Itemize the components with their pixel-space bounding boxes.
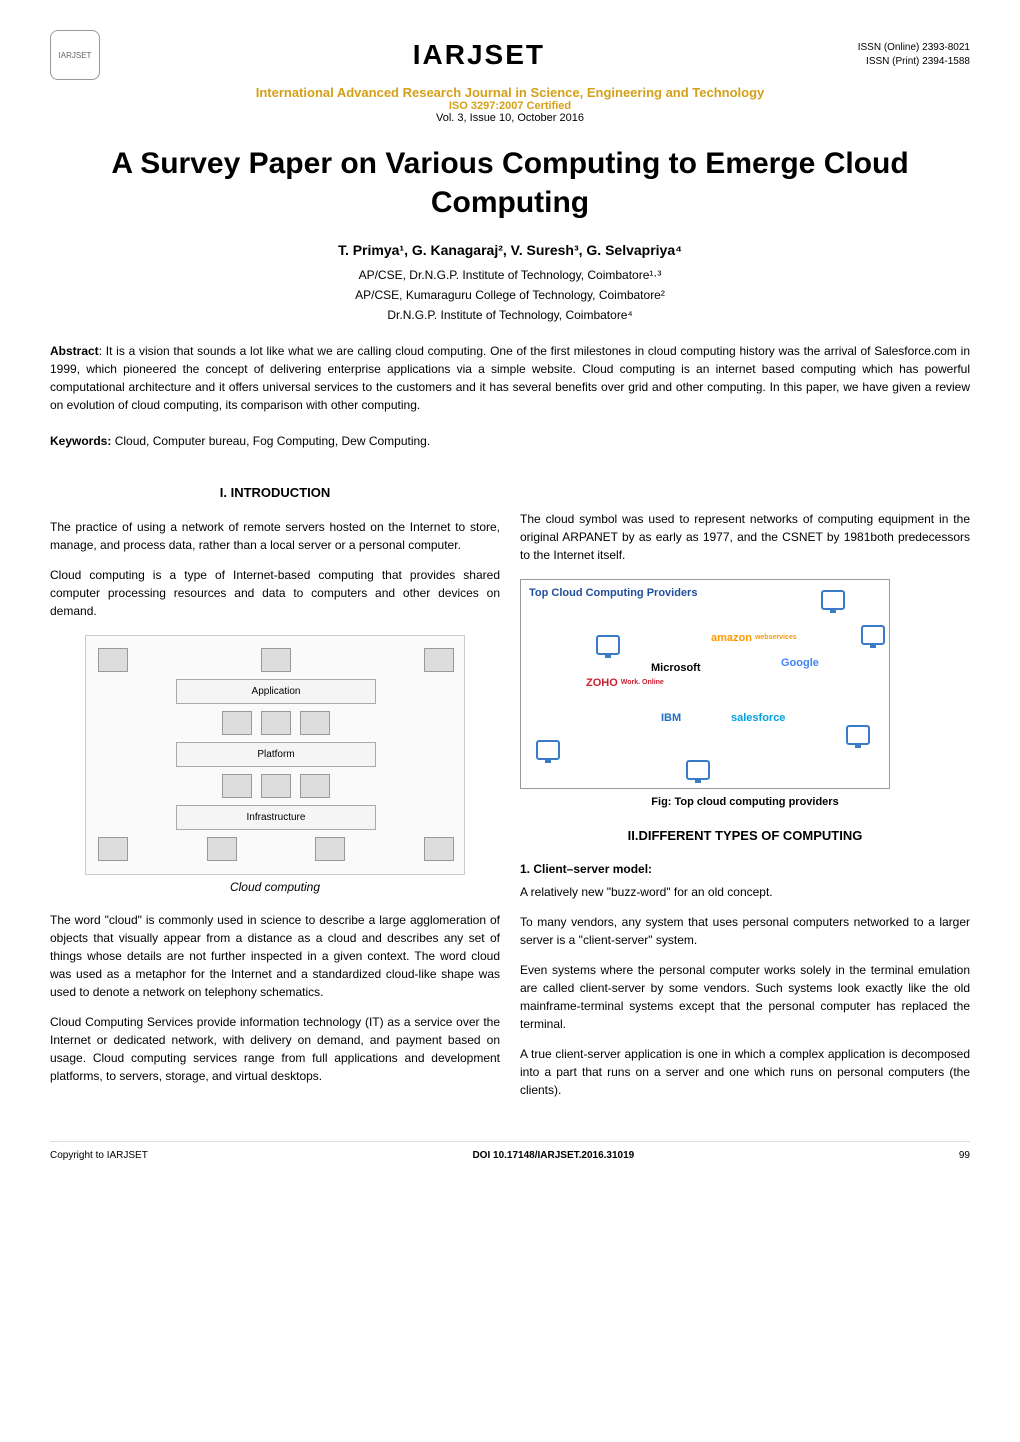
platform-layer: Platform: [176, 742, 376, 767]
providers-title: Top Cloud Computing Providers: [529, 585, 697, 602]
intro-para-1: The practice of using a network of remot…: [50, 518, 500, 554]
affiliation-3: Dr.N.G.P. Institute of Technology, Coimb…: [50, 308, 970, 322]
left-column: I. INTRODUCTION The practice of using a …: [50, 468, 500, 1111]
page-header: IARJSET IARJSET ISSN (Online) 2393-8021 …: [50, 30, 970, 80]
two-column-layout: I. INTRODUCTION The practice of using a …: [50, 468, 970, 1111]
network-icon: [315, 837, 345, 861]
db-icon: [300, 774, 330, 798]
server-icon: [261, 648, 291, 672]
client-server-para-2: To many vendors, any system that uses pe…: [520, 913, 970, 949]
affiliation-1: AP/CSE, Dr.N.G.P. Institute of Technolog…: [50, 268, 970, 282]
section-2-heading: II.DIFFERENT TYPES OF COMPUTING: [520, 826, 970, 846]
figure-2-caption: Fig: Top cloud computing providers: [520, 794, 970, 811]
tablet-icon: [424, 837, 454, 861]
provider-salesforce: salesforce: [731, 710, 785, 727]
desktop-icon: [424, 648, 454, 672]
keywords-block: Keywords: Cloud, Computer bureau, Fog Co…: [50, 434, 970, 448]
provider-zoho: ZOHOWork. Online: [586, 675, 664, 692]
cloud-services-para: Cloud Computing Services provide informa…: [50, 1013, 500, 1085]
issn-print: ISSN (Print) 2394-1588: [858, 55, 970, 69]
issn-block: ISSN (Online) 2393-8021 ISSN (Print) 239…: [858, 41, 970, 69]
keywords-label: Keywords:: [50, 434, 111, 448]
logo-text: IARJSET: [59, 51, 92, 60]
runtime-icon: [261, 774, 291, 798]
phone-icon: [98, 837, 128, 861]
infrastructure-layer: Infrastructure: [176, 805, 376, 830]
provider-amazon: amazonwebservices: [711, 630, 797, 647]
authors: T. Primya¹, G. Kanagaraj², V. Suresh³, G…: [50, 242, 970, 258]
paper-title: A Survey Paper on Various Computing to E…: [50, 144, 970, 222]
abstract-block: Abstract: It is a vision that sounds a l…: [50, 342, 970, 414]
providers-diagram: Top Cloud Computing Providers amazonwebs…: [520, 579, 890, 789]
provider-google: Google: [781, 655, 819, 672]
provider-ibm: IBM: [661, 710, 681, 727]
laptop-icon: [98, 648, 128, 672]
intro-para-2: Cloud computing is a type of Internet-ba…: [50, 566, 500, 620]
figure-1-container: Application Platform Infrastructure: [50, 635, 500, 896]
monitor-icon-0: [821, 590, 845, 610]
monitor-icon-1: [861, 625, 885, 645]
vol-issue: Vol. 3, Issue 10, October 2016: [50, 112, 970, 124]
subsection-1-heading: 1. Client–server model:: [520, 860, 970, 878]
journal-logo: IARJSET: [50, 30, 100, 80]
affiliation-2: AP/CSE, Kumaraguru College of Technology…: [50, 288, 970, 302]
issn-online: ISSN (Online) 2393-8021: [858, 41, 970, 55]
client-server-para-4: A true client-server application is one …: [520, 1045, 970, 1099]
figure-2-container: Top Cloud Computing Providers amazonwebs…: [520, 579, 970, 811]
cloud-word-para: The word "cloud" is commonly used in sci…: [50, 911, 500, 1001]
storage-icon: [222, 774, 252, 798]
collab-icon: [261, 711, 291, 735]
monitor-icon-2: [846, 725, 870, 745]
cloud-computing-diagram: Application Platform Infrastructure: [85, 635, 465, 875]
monitor-icon-3: [536, 740, 560, 760]
keywords-text: Cloud, Computer bureau, Fog Computing, D…: [111, 434, 430, 448]
abstract-text: : It is a vision that sounds a lot like …: [50, 344, 970, 412]
section-1-heading: I. INTRODUCTION: [50, 483, 500, 503]
monitor-icon: [222, 711, 252, 735]
journal-acronym: IARJSET: [100, 39, 858, 71]
monitor-icon-4: [686, 760, 710, 780]
compute-icon: [207, 837, 237, 861]
footer-page-number: 99: [959, 1150, 970, 1161]
iso-certified: ISO 3297:2007 Certified: [50, 100, 970, 112]
subtitle-block: International Advanced Research Journal …: [50, 85, 970, 124]
client-server-para-3: Even systems where the personal computer…: [520, 961, 970, 1033]
figure-1-caption: Cloud computing: [50, 878, 500, 896]
application-layer: Application: [176, 679, 376, 704]
comm-icon: [300, 711, 330, 735]
arpanet-para: The cloud symbol was used to represent n…: [520, 510, 970, 564]
journal-fullname: International Advanced Research Journal …: [50, 85, 970, 100]
right-column: The cloud symbol was used to represent n…: [520, 468, 970, 1111]
client-server-para-1: A relatively new "buzz-word" for an old …: [520, 883, 970, 901]
page-footer: Copyright to IARJSET DOI 10.17148/IARJSE…: [50, 1141, 970, 1161]
footer-doi: DOI 10.17148/IARJSET.2016.31019: [472, 1150, 634, 1161]
abstract-label: Abstract: [50, 344, 99, 358]
monitor-icon-5: [596, 635, 620, 655]
footer-copyright: Copyright to IARJSET: [50, 1150, 148, 1161]
